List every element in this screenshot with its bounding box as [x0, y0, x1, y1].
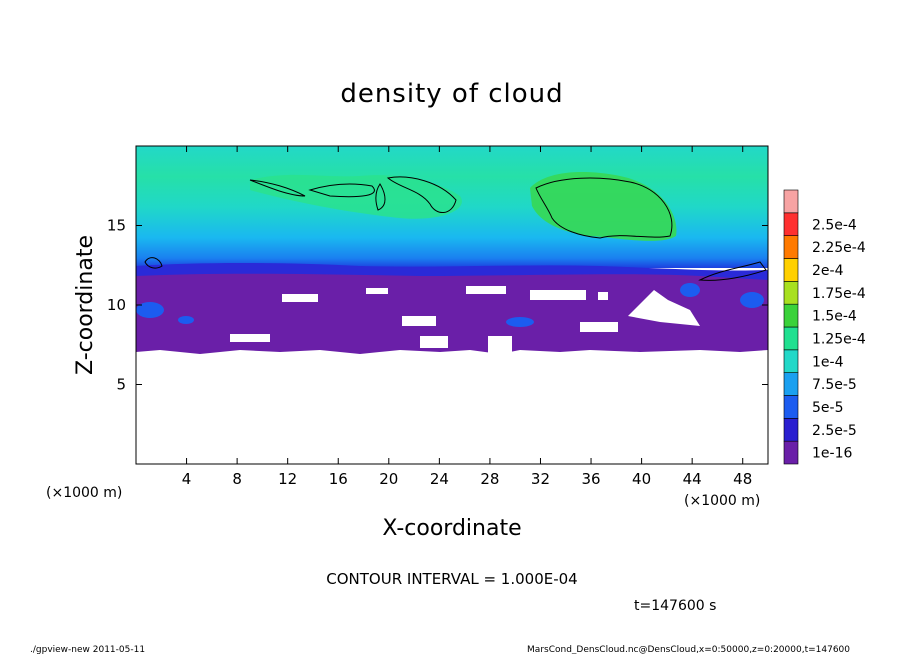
- x-axis: 4 8 12 16 20 24 28 32 36 40 44 48: [182, 146, 752, 488]
- x-tick-label: 28: [480, 470, 499, 488]
- x-tick-label: 40: [632, 470, 651, 488]
- colorbar-band: [783, 372, 799, 396]
- x-tick-label: 16: [329, 470, 348, 488]
- y-axis-label: Z-coordinate: [73, 235, 98, 375]
- colorbar-band: [783, 303, 799, 328]
- footer-right: MarsCond_DensCloud.nc@DensCloud,x=0:5000…: [527, 645, 850, 654]
- colorbar-band: [783, 326, 799, 351]
- colorbar-label: 5e-5: [812, 400, 843, 416]
- contour-lines: [144, 176, 767, 281]
- colorbar-band: [783, 440, 799, 465]
- chart-title: density of cloud: [340, 79, 563, 109]
- time-label: t=147600 s: [634, 598, 716, 614]
- x-tick-label: 36: [581, 470, 600, 488]
- colorbar-label: 1e-16: [812, 446, 852, 462]
- x-unit-label: (×1000 m): [684, 493, 760, 509]
- colorbar-band: [783, 235, 799, 259]
- gaps-in-cloud: [230, 286, 700, 354]
- y-unit-label: (×1000 m): [46, 485, 122, 501]
- colorbar-label: 1.75e-4: [812, 286, 866, 302]
- x-tick-label: 24: [430, 470, 449, 488]
- x-tick-label: 20: [379, 470, 398, 488]
- colorbar-label: 1e-4: [812, 354, 844, 370]
- y-tick-label: 15: [107, 217, 126, 235]
- x-tick-label: 12: [278, 470, 297, 488]
- dense-purple-band: [136, 273, 768, 354]
- colorbar-label: 2.5e-5: [812, 423, 857, 439]
- colorbar-band: [783, 212, 799, 236]
- contour-interval-label: CONTOUR INTERVAL = 1.000E-04: [326, 570, 577, 588]
- colorbar-label: 2.25e-4: [812, 240, 866, 256]
- colorbar-band: [783, 418, 799, 442]
- colorbar: 1e-16 2.5e-5 5e-5 7.5e-5 1e-4 1.25e-4 1.5e-4 1.…: [783, 189, 866, 465]
- x-tick-label: 44: [683, 470, 702, 488]
- colorbar-label: 2.5e-4: [812, 217, 857, 233]
- x-tick-label: 48: [733, 470, 752, 488]
- colorbar-band: [783, 349, 799, 373]
- x-tick-label: 8: [232, 470, 242, 488]
- colorbar-band: [783, 258, 799, 282]
- y-tick-label: 5: [116, 376, 126, 394]
- x-tick-label: 32: [531, 470, 550, 488]
- colorbar-label: 7.5e-5: [812, 377, 857, 393]
- footer-left: ./gpview-new 2011-05-11: [30, 645, 145, 654]
- colorbar-label: 2e-4: [812, 263, 844, 279]
- colorbar-band: [783, 395, 799, 419]
- x-tick-label: 4: [182, 470, 192, 488]
- blue-patches: [136, 283, 764, 327]
- y-axis: 5 10 15: [107, 217, 768, 394]
- peak-region-right: [530, 172, 677, 241]
- x-axis-label: X-coordinate: [382, 516, 521, 541]
- colorbar-label: 1.25e-4: [812, 331, 866, 347]
- density-field: [136, 146, 768, 464]
- colorbar-band: [783, 189, 799, 214]
- colorbar-band: [783, 281, 799, 305]
- colorbar-label: 1.5e-4: [812, 309, 857, 325]
- y-tick-label: 10: [107, 296, 126, 314]
